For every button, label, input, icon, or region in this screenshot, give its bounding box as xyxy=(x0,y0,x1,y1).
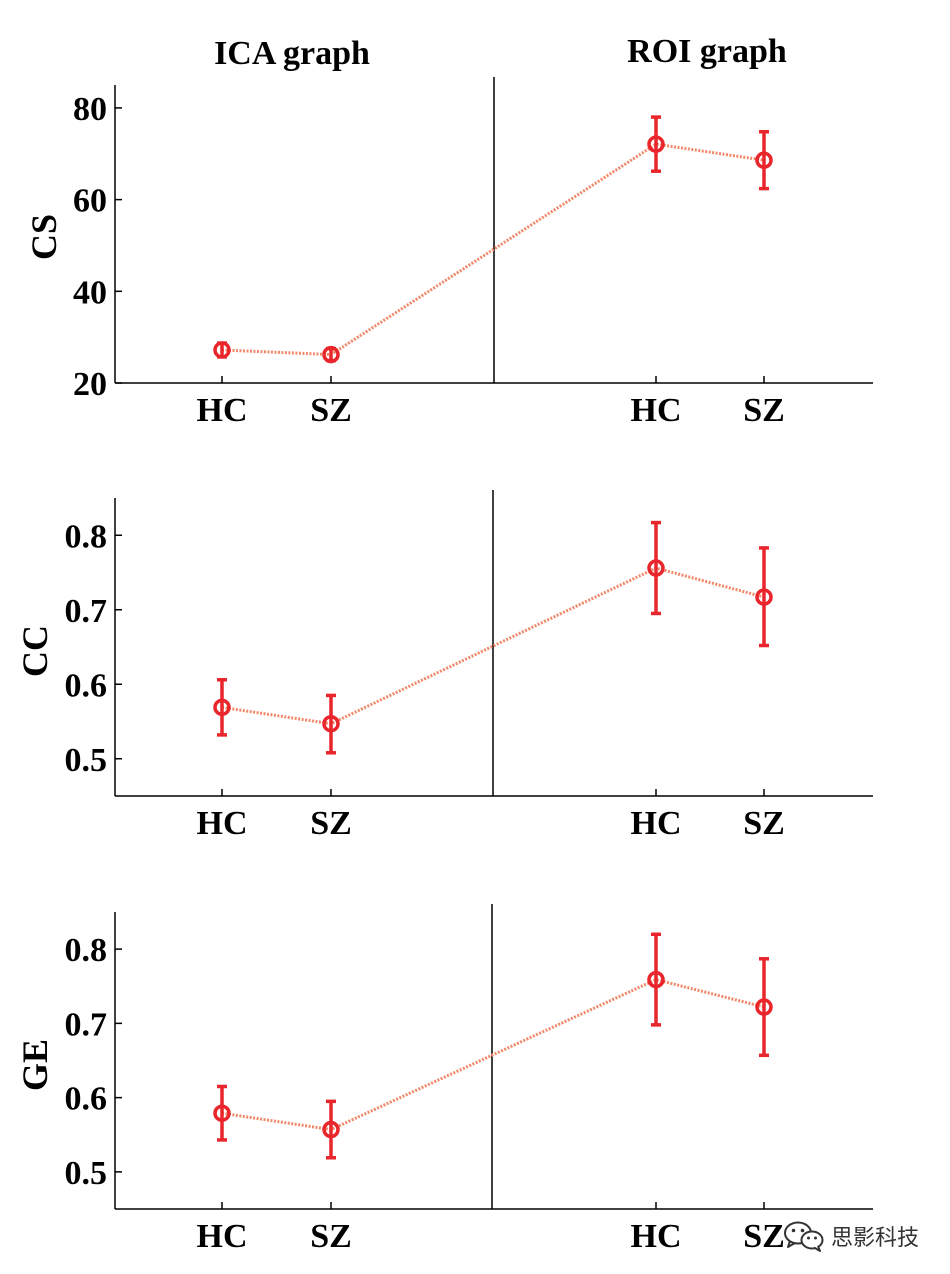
y-tick-label: 0.5 xyxy=(65,742,108,779)
y-tick-label: 80 xyxy=(73,91,107,128)
data-point xyxy=(647,970,665,989)
watermark-text: 思影科技 xyxy=(831,1226,920,1251)
column-title-ica: ICA graph xyxy=(214,35,370,72)
series-line xyxy=(221,977,765,1132)
y-axis-label: CC xyxy=(15,625,55,677)
y-tick-label: 0.8 xyxy=(65,932,108,969)
x-tick-label: HC xyxy=(197,392,248,429)
y-tick-label: 0.8 xyxy=(65,518,108,555)
x-tick-label: SZ xyxy=(743,392,785,429)
x-tick-label: SZ xyxy=(743,1218,785,1255)
data-point xyxy=(322,714,340,733)
wechat-icon xyxy=(784,1221,824,1252)
x-tick-label: SZ xyxy=(310,805,352,842)
x-tick-label: HC xyxy=(197,805,248,842)
panel-cs: 20 40 60 80 CS HC SZ HC SZ xyxy=(24,77,873,429)
data-point xyxy=(647,135,665,153)
x-tick-label: HC xyxy=(631,392,682,429)
y-axis-label: GE xyxy=(15,1039,55,1091)
series-line xyxy=(221,566,765,726)
data-point xyxy=(647,559,665,577)
data-point xyxy=(755,151,773,169)
data-point xyxy=(322,345,340,364)
panel-ge: 0.5 0.6 0.7 0.8 GE HC SZ HC SZ xyxy=(15,904,873,1255)
panel-cc: 0.5 0.6 0.7 0.8 CC HC SZ HC SZ xyxy=(15,490,873,842)
watermark: 思影科技 xyxy=(783,1216,919,1256)
y-tick-label: 40 xyxy=(73,274,107,311)
panels: 20 40 60 80 CS HC SZ HC SZ 0.5 0.6 0.7 0.8 CC HC SZ HC SZ… xyxy=(15,77,873,1255)
y-tick-label: 60 xyxy=(73,183,107,220)
data-point xyxy=(755,998,773,1016)
data-point xyxy=(213,1104,231,1122)
y-tick-label: 0.6 xyxy=(65,667,108,704)
data-point xyxy=(213,341,231,359)
y-tick-label: 0.7 xyxy=(65,1006,108,1043)
x-tick-label: SZ xyxy=(743,805,785,842)
x-tick-label: HC xyxy=(631,805,682,842)
x-tick-label: SZ xyxy=(310,392,352,429)
y-axis-label: CS xyxy=(24,214,64,260)
y-tick-label: 20 xyxy=(73,366,107,403)
data-point xyxy=(322,1120,340,1139)
x-tick-label: HC xyxy=(631,1218,682,1255)
x-tick-label: HC xyxy=(197,1218,248,1255)
y-tick-label: 0.6 xyxy=(65,1081,108,1118)
x-tick-label: SZ xyxy=(310,1218,352,1255)
data-point xyxy=(213,698,231,717)
series-line xyxy=(221,142,765,357)
y-tick-label: 0.7 xyxy=(65,593,108,630)
data-point xyxy=(755,588,773,606)
y-tick-label: 0.5 xyxy=(65,1155,108,1192)
column-title-roi: ROI graph xyxy=(627,33,787,70)
